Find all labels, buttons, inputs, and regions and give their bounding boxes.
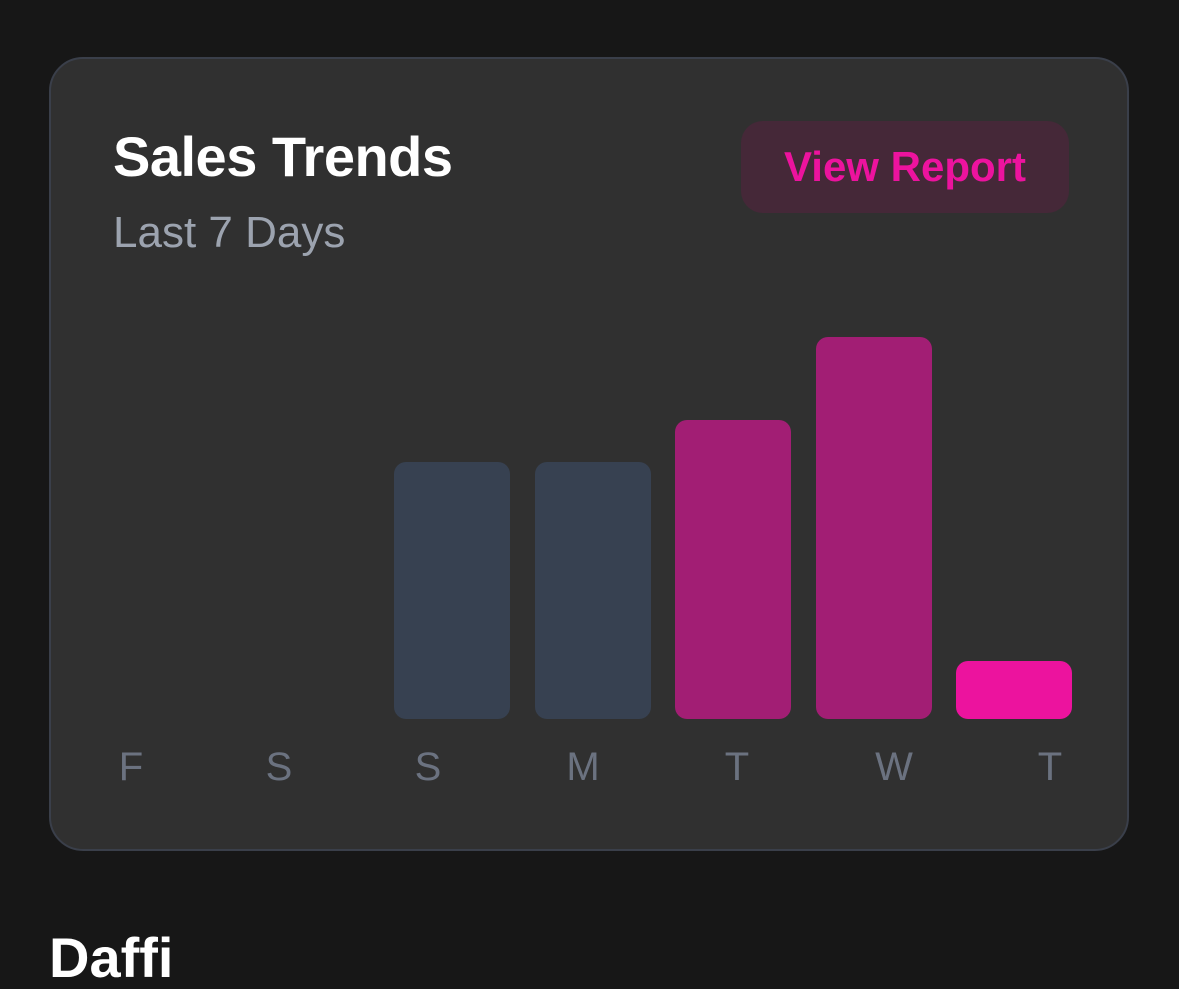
view-report-button[interactable]: View Report: [741, 121, 1069, 213]
day-label-1: F: [118, 745, 144, 789]
card-title: Sales Trends: [113, 125, 453, 188]
day-label-3: S: [414, 745, 442, 789]
day-label-4: M: [566, 745, 600, 789]
next-section-heading: Daffi: [49, 926, 174, 989]
sales-trends-card: Sales Trends Last 7 Days View Report F S S…: [49, 57, 1129, 851]
day-label-2: S: [265, 745, 293, 789]
day-label-6: W: [875, 745, 913, 789]
bar-7: [956, 661, 1072, 719]
day-label-5: T: [724, 745, 750, 789]
bar-4: [535, 462, 651, 719]
bar-6: [816, 337, 932, 719]
card-subtitle: Last 7 Days: [113, 208, 346, 257]
bar-3: [394, 462, 510, 719]
day-label-7: T: [1037, 745, 1063, 789]
bar-5: [675, 420, 791, 719]
